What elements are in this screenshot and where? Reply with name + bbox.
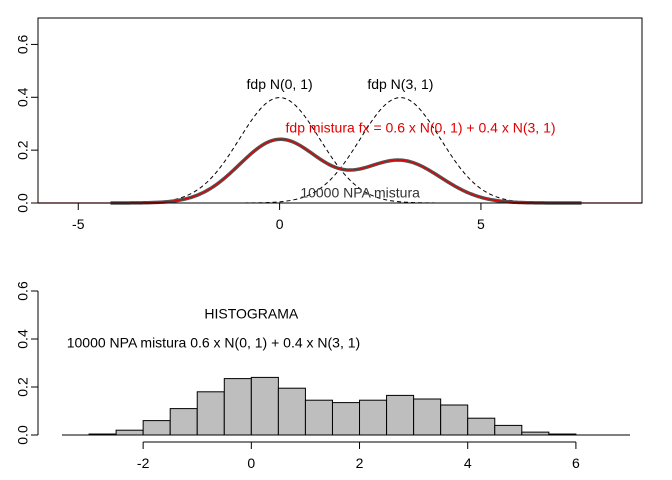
y-tick-label: 0.0 [15, 193, 31, 213]
x-tick-label: 0 [276, 216, 284, 232]
hist-bar [196, 391, 225, 436]
annotation-3: 10000 NPA mistura [300, 184, 420, 200]
annotation-0: fdp N(0, 1) [247, 76, 313, 92]
hist-bar [440, 404, 469, 436]
y-tick-label: 0.0 [15, 425, 31, 445]
x-tick-label: -2 [137, 455, 150, 471]
histogram-panel: 0.0 0.2 0.4 0.6 -2 0 2 4 6 HISTOGRAMA 10000 NPA mi… [15, 281, 630, 471]
hist-bar [223, 378, 252, 436]
hist-bar [169, 408, 198, 436]
y-tick-label: 0.6 [15, 34, 31, 54]
y-tick-label: 0.6 [15, 281, 31, 301]
y-tick-label: 0.2 [15, 140, 31, 160]
x-tick-label: 4 [464, 455, 472, 471]
y-tick-label: 0.4 [15, 329, 31, 349]
y-tick-label: 0.2 [15, 377, 31, 397]
x-tick-label: -5 [72, 216, 85, 232]
x-tick-label: 0 [247, 455, 255, 471]
x-tick-label: 6 [572, 455, 580, 471]
y-tick-label: 0.4 [15, 87, 31, 107]
hist-bar [331, 402, 361, 436]
x-tick-label: 5 [477, 216, 485, 232]
annotation-1: fdp N(3, 1) [367, 76, 433, 92]
hist-bar [359, 399, 388, 436]
hist-bar [115, 429, 144, 436]
x-tick-label: 2 [356, 455, 364, 471]
hist-bar [304, 399, 333, 436]
density-panel: 0.0 0.2 0.4 0.6 -5 0 5 fdp N(0, 1) fdp N(3, 1) fd… [15, 17, 643, 232]
plot-frame [37, 17, 643, 204]
annotation-1: 10000 NPA mistura 0.6 x N(0, 1) + 0.4 x … [67, 335, 360, 351]
hist-bar [386, 394, 415, 436]
hist-bar [277, 387, 306, 436]
hist-bar [494, 424, 523, 436]
hist-bar [142, 420, 171, 436]
annotation-0: HISTOGRAMA [204, 306, 299, 322]
hist-bar [250, 376, 279, 436]
annotation-2: fdp mistura fx = 0.6 x N(0, 1) + 0.4 x N… [286, 120, 556, 136]
hist-bar [467, 417, 496, 436]
hist-bar [413, 398, 442, 436]
